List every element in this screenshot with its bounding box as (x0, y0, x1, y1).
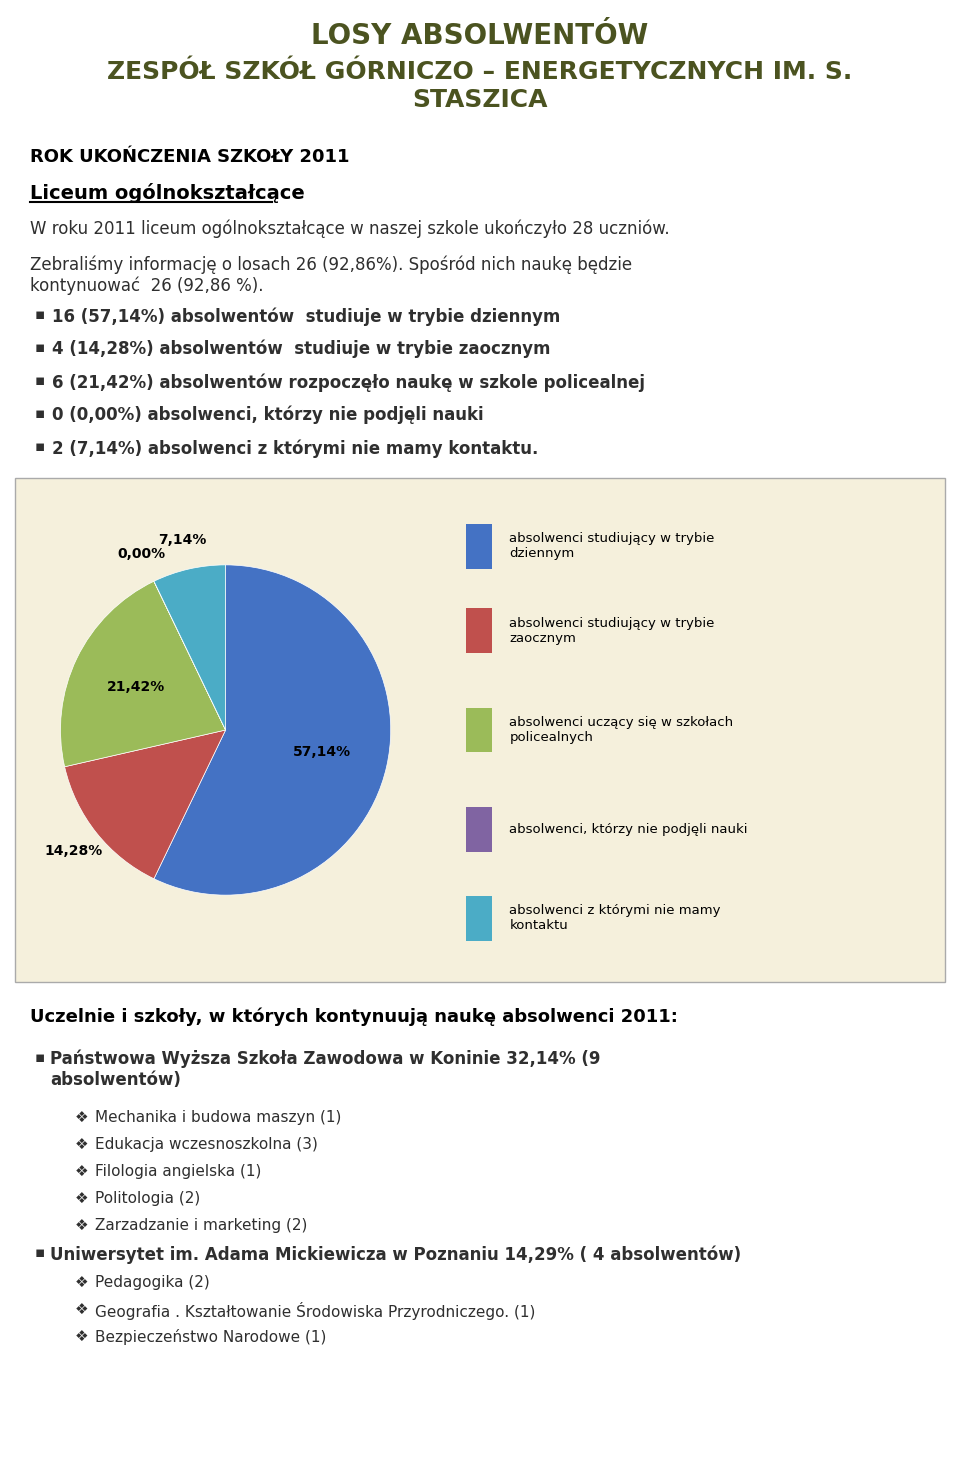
FancyBboxPatch shape (466, 806, 492, 852)
Text: ▪: ▪ (35, 1245, 45, 1259)
Text: 16 (57,14%) absolwentów  studiuje w trybie dziennym: 16 (57,14%) absolwentów studiuje w trybi… (52, 307, 561, 326)
Wedge shape (154, 565, 391, 896)
Text: Bezpieczeństwo Narodowe (1): Bezpieczeństwo Narodowe (1) (95, 1330, 326, 1346)
Text: ❖: ❖ (75, 1330, 88, 1344)
Wedge shape (154, 581, 226, 730)
FancyBboxPatch shape (466, 896, 492, 941)
Text: ❖: ❖ (75, 1137, 88, 1153)
Text: 7,14%: 7,14% (158, 533, 206, 546)
Text: Uczelnie i szkoły, w których kontynuują naukę absolwenci 2011:: Uczelnie i szkoły, w których kontynuują … (30, 1008, 678, 1027)
FancyBboxPatch shape (466, 524, 492, 568)
Text: W roku 2011 liceum ogólnokształcące w naszej szkole ukończyło 28 uczniów.: W roku 2011 liceum ogólnokształcące w na… (30, 221, 670, 238)
Text: Zarzadzanie i marketing (2): Zarzadzanie i marketing (2) (95, 1218, 307, 1233)
Text: Geografia . Kształtowanie Środowiska Przyrodniczego. (1): Geografia . Kształtowanie Środowiska Prz… (95, 1302, 536, 1319)
Text: 4 (14,28%) absolwentów  studiuje w trybie zaocznym: 4 (14,28%) absolwentów studiuje w trybie… (52, 340, 550, 358)
Text: ❖: ❖ (75, 1275, 88, 1290)
Text: 57,14%: 57,14% (293, 745, 351, 760)
Text: ▪: ▪ (35, 373, 45, 389)
Wedge shape (60, 581, 226, 767)
Text: ROK UKOŃCZENIA SZKOŁY 2011: ROK UKOŃCZENIA SZKOŁY 2011 (30, 148, 349, 167)
Text: ❖: ❖ (75, 1164, 88, 1179)
Text: Państwowa Wyższa Szkoła Zawodowa w Koninie 32,14% (9
absolwentów): Państwowa Wyższa Szkoła Zawodowa w Konin… (50, 1050, 601, 1090)
Text: Zebraliśmy informację o losach 26 (92,86%). Spośród nich naukę będzie
kontynuowa: Zebraliśmy informację o losach 26 (92,86… (30, 256, 632, 295)
Text: absolwenci, którzy nie podjęli nauki: absolwenci, którzy nie podjęli nauki (510, 823, 748, 836)
FancyBboxPatch shape (15, 478, 945, 982)
Text: ▪: ▪ (35, 307, 45, 321)
Text: Uniwersytet im. Adama Mickiewicza w Poznaniu 14,29% ( 4 absolwentów): Uniwersytet im. Adama Mickiewicza w Pozn… (50, 1245, 741, 1264)
Text: ▪: ▪ (35, 340, 45, 355)
Text: Pedagogika (2): Pedagogika (2) (95, 1275, 209, 1290)
Text: 14,28%: 14,28% (44, 844, 103, 859)
Wedge shape (154, 565, 226, 730)
Text: absolwenci studiujący w trybie
dziennym: absolwenci studiujący w trybie dziennym (510, 532, 714, 561)
Text: 6 (21,42%) absolwentów rozpoczęło naukę w szkole policealnej: 6 (21,42%) absolwentów rozpoczęło naukę … (52, 373, 645, 392)
Text: ❖: ❖ (75, 1110, 88, 1125)
FancyBboxPatch shape (466, 608, 492, 653)
Wedge shape (64, 730, 226, 878)
Text: Liceum ogólnokształcące: Liceum ogólnokształcące (30, 183, 304, 203)
Text: ▪: ▪ (35, 1050, 45, 1065)
Text: 0 (0,00%) absolwenci, którzy nie podjęli nauki: 0 (0,00%) absolwenci, którzy nie podjęli… (52, 406, 484, 425)
Text: 2 (7,14%) absolwenci z którymi nie mamy kontaktu.: 2 (7,14%) absolwenci z którymi nie mamy … (52, 438, 539, 457)
Text: Mechanika i budowa maszyn (1): Mechanika i budowa maszyn (1) (95, 1110, 342, 1125)
Text: 21,42%: 21,42% (108, 679, 165, 694)
Text: Politologia (2): Politologia (2) (95, 1191, 201, 1205)
Text: absolwenci uczący się w szkołach
policealnych: absolwenci uczący się w szkołach policea… (510, 716, 733, 744)
Text: ▪: ▪ (35, 406, 45, 421)
FancyBboxPatch shape (466, 707, 492, 752)
Text: ❖: ❖ (75, 1191, 88, 1205)
Text: ❖: ❖ (75, 1218, 88, 1233)
Text: absolwenci studiujący w trybie
zaocznym: absolwenci studiujący w trybie zaocznym (510, 617, 714, 644)
Text: ZESPÓŁ SZKÓŁ GÓRNICZO – ENERGETYCZNYCH IM. S.
STASZICA: ZESPÓŁ SZKÓŁ GÓRNICZO – ENERGETYCZNYCH I… (108, 60, 852, 112)
Text: ▪: ▪ (35, 438, 45, 454)
Text: ❖: ❖ (75, 1302, 88, 1316)
Text: Edukacja wczesnoszkolna (3): Edukacja wczesnoszkolna (3) (95, 1137, 318, 1153)
Text: LOSY ABSOLWENTÓW: LOSY ABSOLWENTÓW (311, 22, 649, 50)
Text: Filologia angielska (1): Filologia angielska (1) (95, 1164, 261, 1179)
Text: 0,00%: 0,00% (117, 548, 165, 561)
Text: absolwenci z którymi nie mamy
kontaktu: absolwenci z którymi nie mamy kontaktu (510, 904, 721, 932)
